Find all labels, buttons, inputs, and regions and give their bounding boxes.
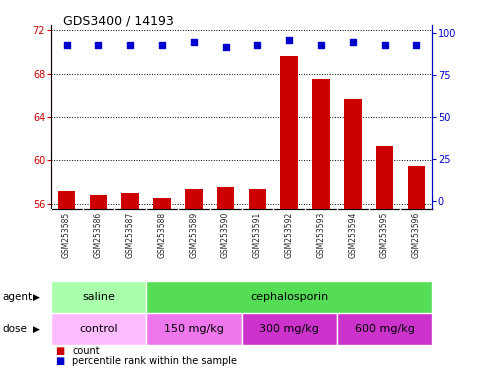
Text: GDS3400 / 14193: GDS3400 / 14193 [63,15,173,28]
Text: ▶: ▶ [33,324,40,333]
Text: saline: saline [82,292,115,302]
Text: GSM253586: GSM253586 [94,212,103,258]
Bar [376,146,393,384]
Text: ■: ■ [56,356,65,366]
Text: percentile rank within the sample: percentile rank within the sample [72,356,238,366]
Point [127,42,134,48]
Text: agent: agent [2,292,32,302]
Bar [185,189,202,384]
Point [412,42,420,48]
Bar [51,281,146,313]
Text: GSM253587: GSM253587 [126,212,135,258]
Text: ▶: ▶ [33,293,40,301]
Bar [249,189,266,384]
Text: GSM253589: GSM253589 [189,212,199,258]
Text: control: control [79,324,118,334]
Point [63,42,71,48]
Text: count: count [72,346,100,356]
Point [381,42,388,48]
Text: cephalosporin: cephalosporin [250,292,328,302]
Bar [242,313,337,345]
Point [285,37,293,43]
Text: dose: dose [2,324,28,334]
Text: GSM253585: GSM253585 [62,212,71,258]
Bar [146,313,242,345]
Text: 300 mg/kg: 300 mg/kg [259,324,319,334]
Text: GSM253596: GSM253596 [412,212,421,258]
Text: ■: ■ [56,346,65,356]
Text: GSM253592: GSM253592 [284,212,294,258]
Text: GSM253591: GSM253591 [253,212,262,258]
Point [95,42,102,48]
Bar [217,187,234,384]
Point [222,44,229,50]
Text: 150 mg/kg: 150 mg/kg [164,324,224,334]
Text: GSM253595: GSM253595 [380,212,389,258]
Bar [281,56,298,384]
Point [254,42,261,48]
Bar [153,199,171,384]
Bar [408,166,425,384]
Text: GSM253588: GSM253588 [157,212,167,258]
Bar [312,79,330,384]
Bar [344,99,362,384]
Bar [121,193,139,384]
Text: GSM253593: GSM253593 [316,212,326,258]
Bar [58,191,75,384]
Point [349,39,356,45]
Point [158,42,166,48]
Text: GSM253590: GSM253590 [221,212,230,258]
Text: GSM253594: GSM253594 [348,212,357,258]
Point [190,39,198,45]
Bar [90,195,107,384]
Bar [337,313,432,345]
Point [317,42,325,48]
Bar [51,313,146,345]
Bar [146,281,432,313]
Text: 600 mg/kg: 600 mg/kg [355,324,414,334]
